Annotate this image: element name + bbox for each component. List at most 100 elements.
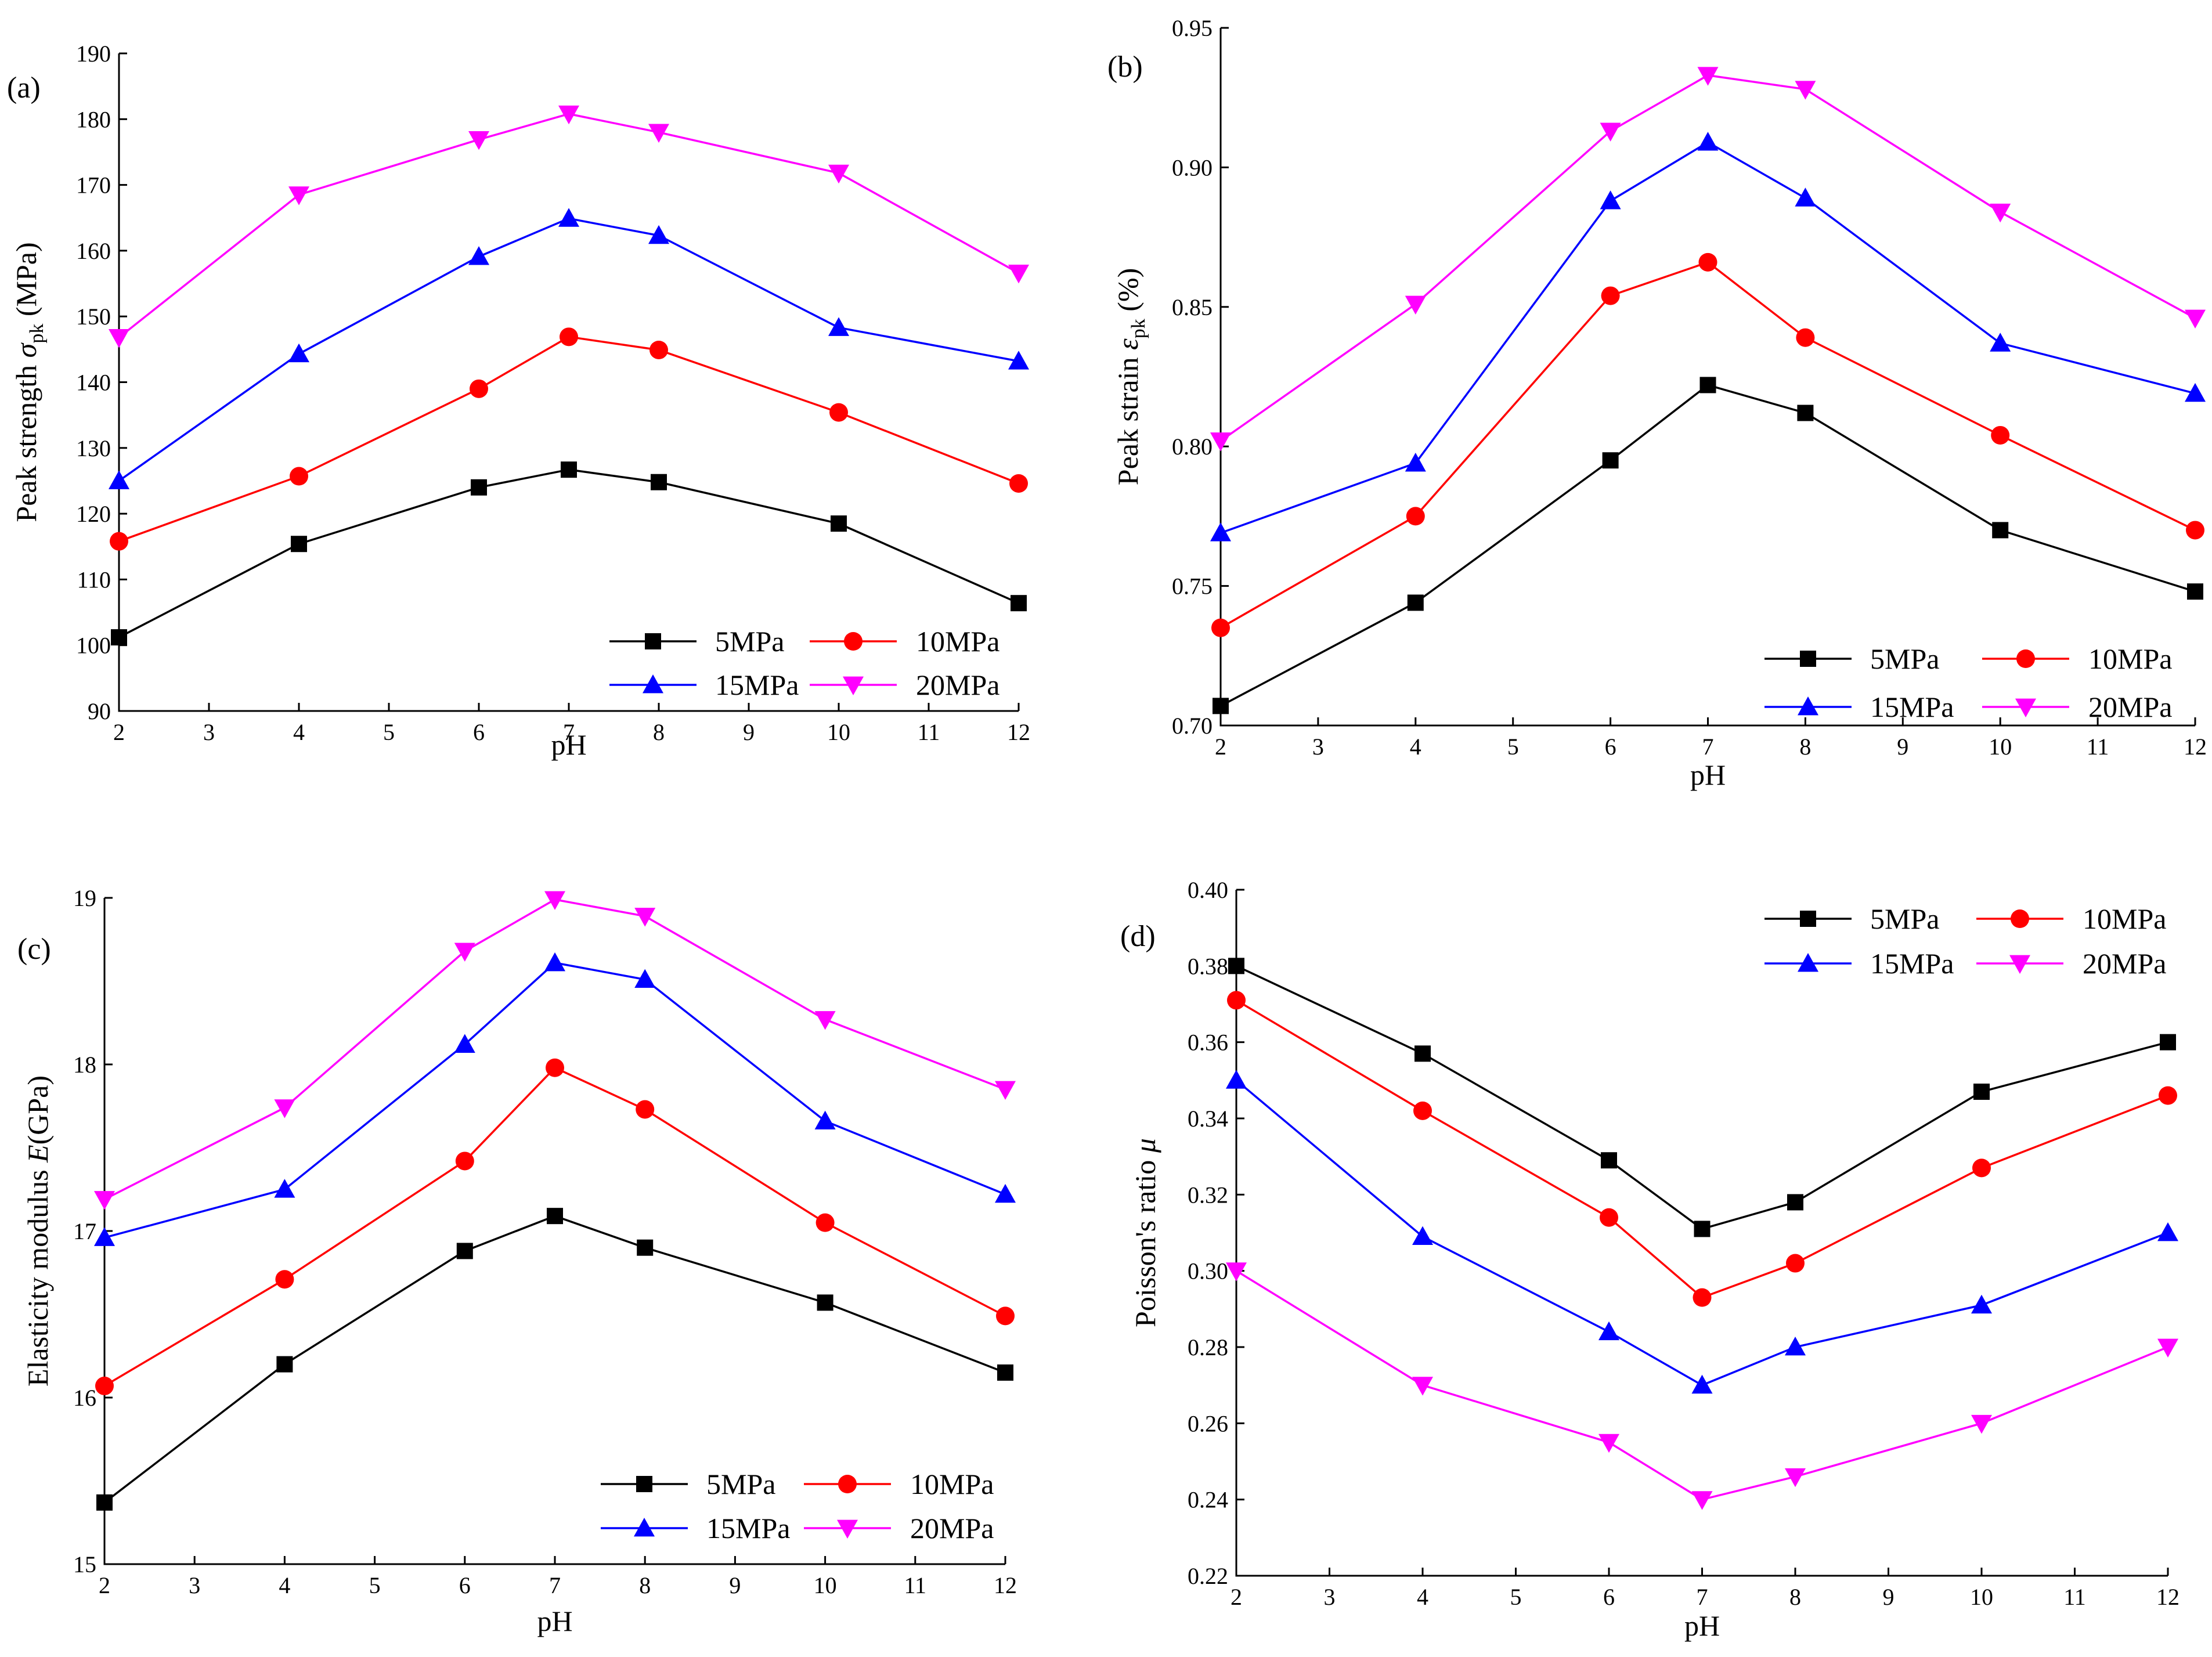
x-tick-label: 12 [2184, 734, 2207, 760]
data-point-15MPa [995, 1183, 1016, 1203]
data-point-20MPa [1795, 81, 1816, 100]
data-point-15MPa [1008, 351, 1029, 370]
x-tick-label: 5 [1507, 734, 1519, 760]
x-tick-label: 4 [1410, 734, 1421, 760]
x-tick-label: 12 [994, 1572, 1017, 1598]
data-point-20MPa [1785, 1468, 1806, 1488]
panel-label: (a) [7, 71, 41, 104]
x-tick-label: 3 [189, 1572, 200, 1598]
y-tick-label: 0.22 [1188, 1563, 1228, 1589]
y-tick-label: 0.85 [1172, 294, 1213, 320]
x-tick-label: 4 [279, 1572, 290, 1598]
data-point-10MPa [815, 1213, 835, 1232]
x-tick-label: 12 [2156, 1584, 2179, 1610]
y-tick-label: 0.95 [1172, 15, 1213, 41]
x-axis-label: pH [1684, 1609, 1720, 1642]
y-tick-label: 150 [76, 304, 111, 330]
y-tick-label: 0.32 [1188, 1182, 1228, 1208]
data-point-10MPa [546, 1058, 564, 1077]
data-point-15MPa [109, 470, 129, 489]
data-point-5MPa [1797, 405, 1814, 421]
legend-marker-20MPa [2015, 698, 2036, 717]
y-tick-label: 0.90 [1172, 154, 1213, 180]
chart-panel-1: 2 3 4 5 6 7 8 9 10 11 12 90 100 110 120 130 140 150 160 170… [7, 41, 1030, 761]
x-tick-label: 7 [1702, 734, 1714, 760]
panel-label: (d) [1120, 920, 1156, 953]
data-point-5MPa [831, 515, 847, 532]
x-tick-label: 11 [918, 719, 940, 745]
y-tick-label: 0.30 [1188, 1258, 1228, 1284]
data-point-10MPa [1600, 1208, 1618, 1227]
data-point-15MPa [94, 1227, 115, 1246]
data-point-15MPa [1697, 132, 1719, 151]
data-point-5MPa [637, 1239, 654, 1256]
x-tick-label: 9 [1897, 734, 1908, 760]
y-tick-label: 190 [76, 41, 111, 67]
data-point-10MPa [1009, 474, 1028, 493]
data-point-20MPa [454, 943, 475, 962]
data-point-5MPa [1787, 1194, 1803, 1211]
data-point-10MPa [1227, 991, 1246, 1010]
data-point-20MPa [544, 891, 565, 910]
legend-label: 15MPa [1870, 691, 1954, 723]
data-point-5MPa [1213, 698, 1229, 714]
data-point-5MPa [276, 1356, 293, 1373]
x-tick-label: 6 [1603, 1584, 1615, 1610]
legend-marker-5MPa [645, 633, 661, 649]
x-tick-label: 11 [2063, 1584, 2086, 1610]
legend-label: 5MPa [1870, 642, 1939, 675]
data-point-5MPa [1602, 452, 1619, 469]
data-point-10MPa [2186, 521, 2204, 540]
data-point-5MPa [111, 629, 127, 646]
data-point-10MPa [275, 1270, 294, 1289]
data-point-10MPa [996, 1306, 1015, 1326]
data-point-20MPa [468, 131, 489, 150]
data-point-5MPa [96, 1494, 113, 1511]
data-point-20MPa [1697, 67, 1719, 86]
y-tick-label: 180 [76, 106, 111, 132]
data-point-10MPa [2159, 1086, 2177, 1105]
data-point-10MPa [110, 532, 128, 551]
data-point-5MPa [1973, 1084, 1990, 1100]
data-point-10MPa [1211, 618, 1230, 637]
x-tick-label: 2 [1215, 734, 1226, 760]
data-point-10MPa [1413, 1101, 1432, 1120]
legend-label: 10MPa [916, 625, 999, 658]
y-tick-label: 18 [73, 1052, 96, 1078]
x-tick-label: 10 [827, 719, 850, 745]
data-point-15MPa [274, 1179, 295, 1198]
data-point-5MPa [651, 474, 667, 490]
data-point-20MPa [995, 1081, 1016, 1100]
x-tick-label: 7 [1697, 1584, 1708, 1610]
data-point-10MPa [1698, 252, 1717, 272]
data-point-15MPa [1600, 190, 1621, 210]
x-tick-label: 7 [563, 719, 575, 745]
y-tick-label: 0.26 [1188, 1410, 1228, 1436]
x-tick-label: 10 [1989, 734, 2012, 760]
y-tick-label: 140 [76, 370, 111, 396]
legend-label: 10MPa [910, 1468, 994, 1500]
data-point-20MPa [2157, 1338, 2178, 1358]
data-point-20MPa [1008, 265, 1029, 284]
data-point-10MPa [1406, 507, 1425, 526]
x-tick-label: 6 [459, 1572, 471, 1598]
chart-panel-4: 2 3 4 5 6 7 8 9 10 11 12 0.22 0.24 0.26 0.28 0.30 0.32 0.… [1120, 877, 2179, 1642]
y-axis-label: Peak strength σpk (MPa) [10, 242, 48, 522]
data-point-20MPa [274, 1099, 295, 1118]
y-axis-label: Poisson's ratio μ [1129, 1138, 1161, 1327]
legend-label: 20MPa [916, 669, 999, 701]
x-tick-label: 6 [473, 719, 485, 745]
data-point-10MPa [1796, 328, 1815, 347]
panel-label: (b) [1107, 50, 1143, 84]
y-tick-label: 90 [88, 698, 111, 724]
panel-label: (c) [17, 933, 51, 966]
data-point-5MPa [561, 461, 577, 478]
data-point-5MPa [2160, 1034, 2176, 1050]
data-point-5MPa [1228, 958, 1244, 974]
data-point-15MPa [1405, 453, 1426, 472]
x-tick-label: 8 [1789, 1584, 1801, 1610]
y-tick-label: 0.34 [1188, 1106, 1228, 1132]
data-point-20MPa [1990, 203, 2011, 223]
x-tick-label: 3 [1324, 1584, 1336, 1610]
